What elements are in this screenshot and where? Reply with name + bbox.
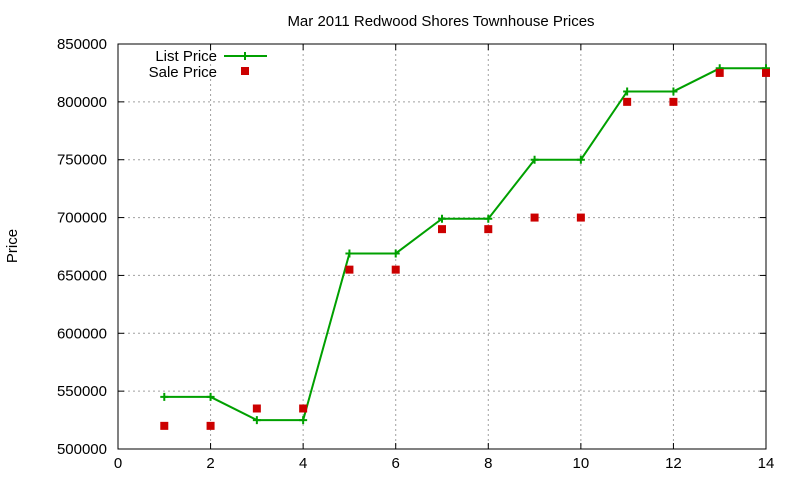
y-tick-label: 850000 <box>57 36 107 53</box>
y-axis-label: Price <box>4 229 21 263</box>
axis-ticks: 0 2 4 6 8 10 12 14 500000 550000 600000 650000 70000… <box>57 36 774 472</box>
sale-price-point <box>160 421 169 430</box>
list-price-point <box>484 214 493 223</box>
grid <box>118 44 766 449</box>
sale-price-point <box>669 97 678 106</box>
series <box>160 64 770 430</box>
x-tick-label: 2 <box>206 455 214 472</box>
y-tick-label: 600000 <box>57 325 107 342</box>
sale-price-point <box>484 225 493 234</box>
sale-price-point <box>762 68 770 77</box>
list-price-point <box>669 87 678 96</box>
y-tick-label: 750000 <box>57 152 107 169</box>
list-price-point <box>391 249 400 258</box>
list-price-point <box>299 416 308 425</box>
x-tick-label: 14 <box>758 455 775 472</box>
sale-price-point <box>206 421 215 430</box>
sale-price-point <box>623 97 632 106</box>
sale-price-point <box>391 265 400 274</box>
sale-price-point <box>345 265 354 274</box>
sale-price-point <box>299 404 308 413</box>
y-tick-label: 650000 <box>57 267 107 284</box>
legend-label-list-price: List Price <box>155 48 217 65</box>
x-tick-label: 6 <box>392 455 400 472</box>
sale-price-point <box>715 68 724 77</box>
y-tick-label: 550000 <box>57 383 107 400</box>
list-price-point <box>206 392 215 401</box>
x-tick-label: 0 <box>114 455 122 472</box>
x-tick-label: 4 <box>299 455 307 472</box>
legend: List Price Sale Price <box>149 48 267 81</box>
sale-price-point <box>576 213 585 222</box>
x-tick-label: 8 <box>484 455 492 472</box>
legend-label-sale-price: Sale Price <box>149 64 217 81</box>
plot-area-border <box>117 43 767 450</box>
list-price-point <box>160 392 169 401</box>
list-price-point <box>438 214 446 223</box>
list-price-point <box>530 155 539 164</box>
y-tick-label: 800000 <box>57 94 107 111</box>
legend-swatch-sale-price-marker <box>241 67 249 75</box>
y-tick-label: 500000 <box>57 441 107 458</box>
list-price-point <box>576 155 585 164</box>
legend-swatch-list-price-marker <box>241 52 249 60</box>
sale-price-point <box>252 404 261 413</box>
x-tick-label: 10 <box>573 455 590 472</box>
list-price-point <box>345 249 354 258</box>
y-tick-label: 700000 <box>57 210 107 227</box>
sale-price-point <box>530 213 539 222</box>
list-price-point <box>252 416 261 425</box>
sale-price-point <box>438 225 446 234</box>
list-price-point <box>623 87 632 96</box>
chart-title: Mar 2011 Redwood Shores Townhouse Prices <box>287 13 594 30</box>
x-tick-label: 12 <box>665 455 682 472</box>
list-price-line <box>164 67 766 422</box>
